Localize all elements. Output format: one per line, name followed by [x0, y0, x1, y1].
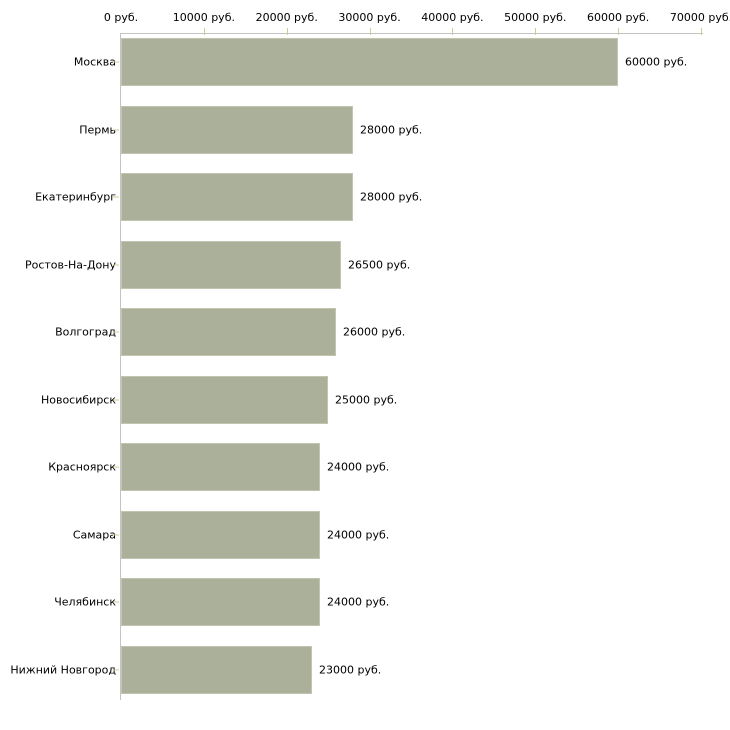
- x-axis-tick-mark: [701, 28, 702, 35]
- category-tick-mark: [113, 331, 119, 333]
- value-label: 28000 руб.: [360, 190, 423, 204]
- x-axis-tick-mark: [369, 28, 371, 35]
- x-axis-tick-label: 0 руб.: [103, 11, 139, 24]
- value-label: 25000 руб.: [335, 393, 398, 406]
- category-label: Ростов-На-Дону: [24, 258, 116, 271]
- bar: [121, 375, 328, 424]
- x-axis-line: [121, 33, 703, 34]
- bar: [121, 240, 341, 289]
- value-label: 24000 руб.: [327, 595, 390, 609]
- value-label: 24000 руб.: [327, 460, 390, 474]
- bar: [121, 645, 312, 694]
- category-label: Новосибирск: [40, 393, 116, 406]
- category-label: Красноярск: [48, 460, 116, 474]
- bar: [121, 510, 320, 559]
- x-axis-tick-label: 20000 руб.: [255, 11, 318, 24]
- bar: [121, 173, 353, 221]
- x-axis-tick-label: 50000 руб.: [504, 11, 567, 24]
- value-label: 26500 руб.: [348, 258, 411, 271]
- category-label: Екатеринбург: [35, 190, 116, 204]
- x-axis-tick-mark: [535, 28, 537, 35]
- category-label: Москва: [73, 55, 116, 69]
- category-tick-mark: [113, 669, 119, 670]
- value-label: 24000 руб.: [327, 528, 390, 541]
- x-axis-tick-mark: [618, 28, 620, 35]
- category-tick-mark: [113, 399, 119, 400]
- category-label: Самара: [72, 528, 116, 541]
- x-axis-tick-label: 70000 руб.: [669, 11, 730, 24]
- category-tick-mark: [113, 196, 119, 198]
- bar: [121, 578, 320, 626]
- category-label: Волгоград: [55, 325, 116, 339]
- x-axis-tick-mark: [452, 28, 454, 35]
- bar: [121, 308, 336, 356]
- bar: [121, 443, 320, 491]
- x-axis-tick-label: 10000 руб.: [172, 11, 235, 24]
- bar: [121, 38, 618, 86]
- x-axis-tick-label: 30000 руб.: [338, 11, 401, 24]
- x-axis-tick-mark: [286, 28, 288, 35]
- value-label: 23000 руб.: [319, 663, 382, 676]
- category-tick-mark: [113, 534, 119, 535]
- category-label: Пермь: [79, 123, 116, 136]
- category-label: Нижний Новгород: [10, 663, 116, 676]
- value-label: 26000 руб.: [343, 325, 406, 339]
- category-tick-mark: [113, 264, 119, 265]
- x-axis-tick-label: 60000 руб.: [587, 11, 650, 24]
- category-tick-mark: [113, 61, 119, 63]
- category-label: Челябинск: [54, 595, 116, 609]
- x-axis-tick-mark: [203, 28, 205, 35]
- category-tick-mark: [113, 129, 119, 130]
- category-tick-mark: [113, 601, 119, 603]
- value-label: 28000 руб.: [360, 123, 423, 136]
- category-tick-mark: [113, 466, 119, 468]
- x-axis-tick-label: 40000 руб.: [421, 11, 484, 24]
- value-label: 60000 руб.: [625, 55, 688, 69]
- bar: [121, 105, 353, 154]
- y-axis-line: [120, 33, 121, 700]
